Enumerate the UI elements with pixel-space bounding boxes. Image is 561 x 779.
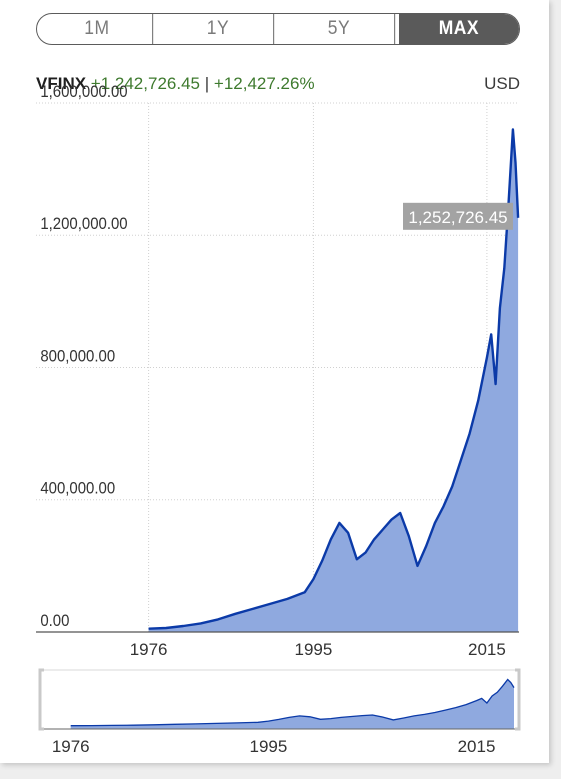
change-value: +1,242,726.45 [90,74,200,93]
navigator-area [70,679,514,729]
x-tick-label: 2015 [468,640,506,659]
y-tick-label: 1,200,000.00 [40,215,127,233]
currency-label: USD [484,74,520,93]
y-tick-label: 800,000.00 [40,348,115,366]
time-range-selector: 1M 1Y 5Y MAX [36,13,520,45]
x-tick-label: 1995 [295,640,333,659]
navigator-selection[interactable] [40,670,519,729]
price-area [148,129,519,632]
price-line [148,128,520,630]
navigator-line [70,678,515,727]
chart-card: 1M 1Y 5Y MAX VFINX +1,242,726.45 | +12,4… [0,0,549,763]
ticker-symbol: VFINX [36,74,87,93]
range-button-1m[interactable]: 1M [42,14,153,44]
range-button-max[interactable]: MAX [399,14,519,44]
range-button-max-label: MAX [438,18,480,39]
y-tick-label: 0.00 [40,612,69,630]
chart-header: VFINX +1,242,726.45 | +12,427.26% USD [36,74,520,96]
range-button-5y[interactable]: 5Y [283,14,395,44]
x-tick-label: 1976 [130,640,168,659]
change-percent: +12,427.26% [213,74,315,93]
last-value-badge [403,202,513,230]
header-separator: | [204,74,210,93]
navigator-x-tick-label: 2015 [458,737,496,756]
y-tick-label: 1,600,000.00 [40,83,127,101]
navigator-left-handle[interactable] [38,668,44,731]
navigator-x-tick-label: 1995 [249,737,287,756]
range-button-1y[interactable]: 1Y [163,14,274,44]
y-tick-label: 400,000.00 [40,480,115,498]
last-value-label: 1,252,726.45 [408,208,507,227]
main-price-chart[interactable]: 0.00 400,000.00 800,000.00 1,200,000.00 1,60… [0,0,549,763]
navigator-x-tick-label: 1976 [52,737,90,756]
navigator-right-handle[interactable] [515,668,521,731]
